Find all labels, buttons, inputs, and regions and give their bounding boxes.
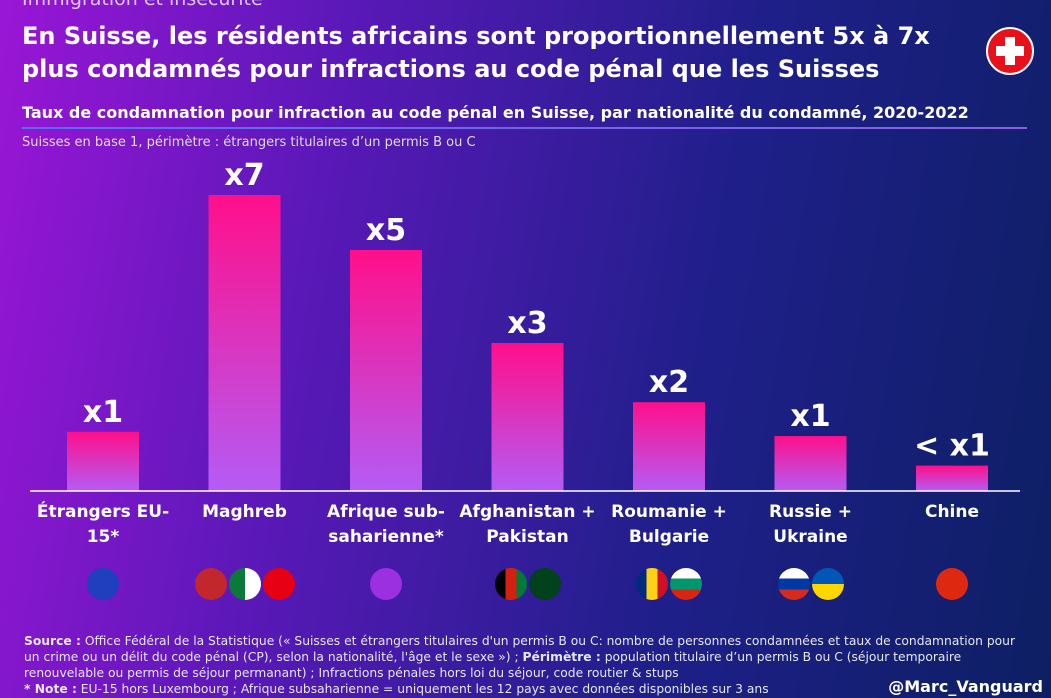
- source-note: Source : Office Fédéral de la Statistiqu…: [24, 633, 1024, 697]
- bar: [67, 431, 139, 491]
- data-label: x7: [224, 158, 264, 193]
- category-label: Afrique sub-saharienne*: [327, 502, 445, 547]
- category-label: Maghreb: [202, 502, 287, 522]
- flags-group: [170, 566, 320, 600]
- flags-group: [453, 566, 603, 600]
- category-label: Chine: [924, 502, 980, 522]
- flags-group: [28, 566, 178, 600]
- bar: [208, 195, 281, 491]
- bulgarie-flag-icon: [670, 568, 702, 600]
- divider: [22, 127, 1027, 129]
- bar: [633, 402, 705, 491]
- kicker: Immigration et insécurité: [22, 0, 263, 10]
- flags-group: [736, 566, 886, 600]
- perimetre-label: Périmètre :: [522, 650, 601, 664]
- bar: [491, 343, 564, 491]
- perimetre-text: population titulaire d’un permis B ou C …: [24, 650, 962, 680]
- data-label: < x1: [914, 429, 990, 464]
- page-title: En Suisse, les résidents africains sont …: [22, 22, 930, 83]
- data-label: x1: [790, 399, 830, 434]
- note-text: EU-15 hors Luxembourg ; Afrique subsahar…: [76, 682, 769, 696]
- note-label: * Note :: [24, 682, 77, 696]
- bar: [350, 249, 422, 491]
- bar: [774, 436, 847, 491]
- afrique-flag-icon: [370, 568, 402, 600]
- roumanie-flag-icon: [636, 568, 668, 600]
- ukraine-flag-icon: [811, 568, 844, 600]
- maroc-flag-icon: [194, 568, 227, 600]
- data-label: x5: [366, 213, 406, 248]
- data-label: x1: [83, 395, 123, 430]
- pakistan-flag-icon: [528, 568, 561, 600]
- swiss-flag-icon: [986, 27, 1034, 75]
- bar: [916, 465, 988, 491]
- category-label: Étrangers EU-15*: [36, 502, 170, 547]
- source-text: Office Fédéral de la Statistique (« Suis…: [24, 634, 1016, 664]
- eu-flag-icon: [87, 568, 119, 600]
- flags-group: [311, 566, 461, 600]
- author-handle: @Marc_Vanguard: [888, 677, 1043, 696]
- category-label: Afghanistan + Pakistan: [459, 502, 596, 547]
- chine-flag-icon: [936, 568, 968, 600]
- data-label: x2: [649, 365, 689, 400]
- flags-group: [594, 566, 744, 600]
- chart-title: Taux de condamnation pour infraction au …: [22, 103, 969, 122]
- algrie-flag-icon: [228, 568, 261, 600]
- chart-subtitle: Suisses en base 1, périmètre : étrangers…: [22, 135, 476, 150]
- category-label: Roumanie + Bulgarie: [611, 502, 727, 547]
- russie-flag-icon: [777, 568, 810, 600]
- source-label: Source :: [24, 634, 81, 648]
- tunisie-flag-icon: [262, 568, 295, 600]
- data-label: x3: [507, 306, 547, 341]
- flags-group: [877, 566, 1027, 600]
- category-label: Russie + Ukraine: [769, 502, 852, 547]
- afghanistan-flag-icon: [494, 568, 527, 600]
